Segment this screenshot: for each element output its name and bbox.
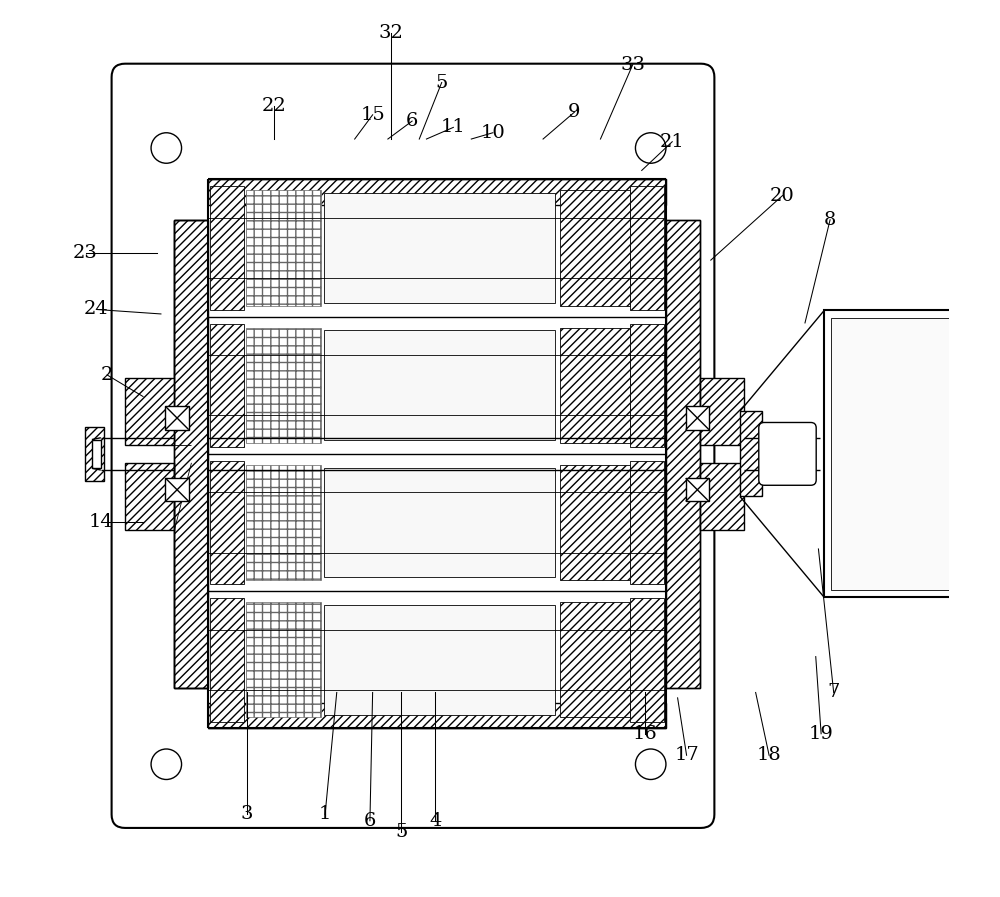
Bar	[560, 602, 630, 718]
Bar	[560, 465, 630, 580]
Bar	[246, 602, 321, 718]
Bar	[630, 187, 664, 309]
Bar	[85, 427, 104, 481]
Bar	[246, 327, 321, 443]
Bar	[700, 378, 744, 445]
Text: 17: 17	[674, 746, 699, 764]
Circle shape	[151, 749, 182, 779]
Bar	[210, 598, 244, 721]
Bar	[560, 190, 630, 306]
Text: 2: 2	[101, 366, 113, 384]
Bar	[208, 703, 666, 728]
FancyBboxPatch shape	[759, 422, 816, 485]
Circle shape	[635, 133, 666, 163]
Bar	[324, 467, 555, 578]
Bar	[210, 324, 244, 447]
Bar	[246, 465, 321, 580]
Bar	[560, 327, 630, 443]
Text: 14: 14	[88, 513, 113, 531]
Text: 10: 10	[480, 124, 505, 142]
Bar	[831, 318, 961, 590]
Text: 15: 15	[360, 106, 385, 124]
Bar	[246, 190, 321, 306]
Text: 9: 9	[568, 103, 581, 121]
Bar	[165, 478, 189, 501]
Bar	[666, 220, 700, 688]
Bar	[630, 598, 664, 721]
Text: 23: 23	[73, 244, 98, 262]
Bar	[686, 406, 709, 430]
Text: 16: 16	[633, 725, 658, 743]
Text: 24: 24	[84, 300, 109, 318]
Bar	[92, 440, 101, 468]
Bar	[740, 412, 762, 497]
Text: 5: 5	[395, 823, 408, 841]
Bar	[125, 463, 174, 530]
Text: 6: 6	[364, 812, 376, 830]
Text: 1: 1	[319, 806, 331, 823]
Text: 18: 18	[757, 746, 781, 764]
Text: 22: 22	[262, 97, 286, 115]
Bar	[324, 605, 555, 715]
Text: 3: 3	[241, 806, 253, 823]
Circle shape	[635, 749, 666, 779]
Bar	[210, 461, 244, 584]
Bar	[125, 378, 174, 445]
Bar	[174, 220, 208, 688]
Bar	[824, 310, 968, 337]
Bar	[208, 179, 666, 205]
Text: 11: 11	[441, 118, 466, 136]
Bar	[824, 570, 968, 597]
Bar	[210, 187, 244, 309]
Text: 7: 7	[827, 684, 840, 701]
Text: 6: 6	[406, 112, 418, 130]
Bar	[324, 193, 555, 303]
FancyBboxPatch shape	[112, 64, 714, 828]
Text: 8: 8	[824, 211, 836, 229]
Text: 33: 33	[620, 56, 645, 74]
Bar	[686, 478, 709, 501]
Bar	[165, 406, 189, 430]
Bar	[630, 324, 664, 447]
Bar	[630, 461, 664, 584]
Text: 32: 32	[378, 24, 403, 42]
Bar	[700, 463, 744, 530]
Text: 20: 20	[770, 187, 795, 205]
Text: 19: 19	[809, 725, 834, 743]
Bar	[324, 330, 555, 440]
Text: 5: 5	[436, 74, 448, 91]
Bar	[824, 310, 968, 597]
Text: 21: 21	[660, 133, 685, 151]
Text: 4: 4	[429, 812, 442, 830]
Circle shape	[151, 133, 182, 163]
